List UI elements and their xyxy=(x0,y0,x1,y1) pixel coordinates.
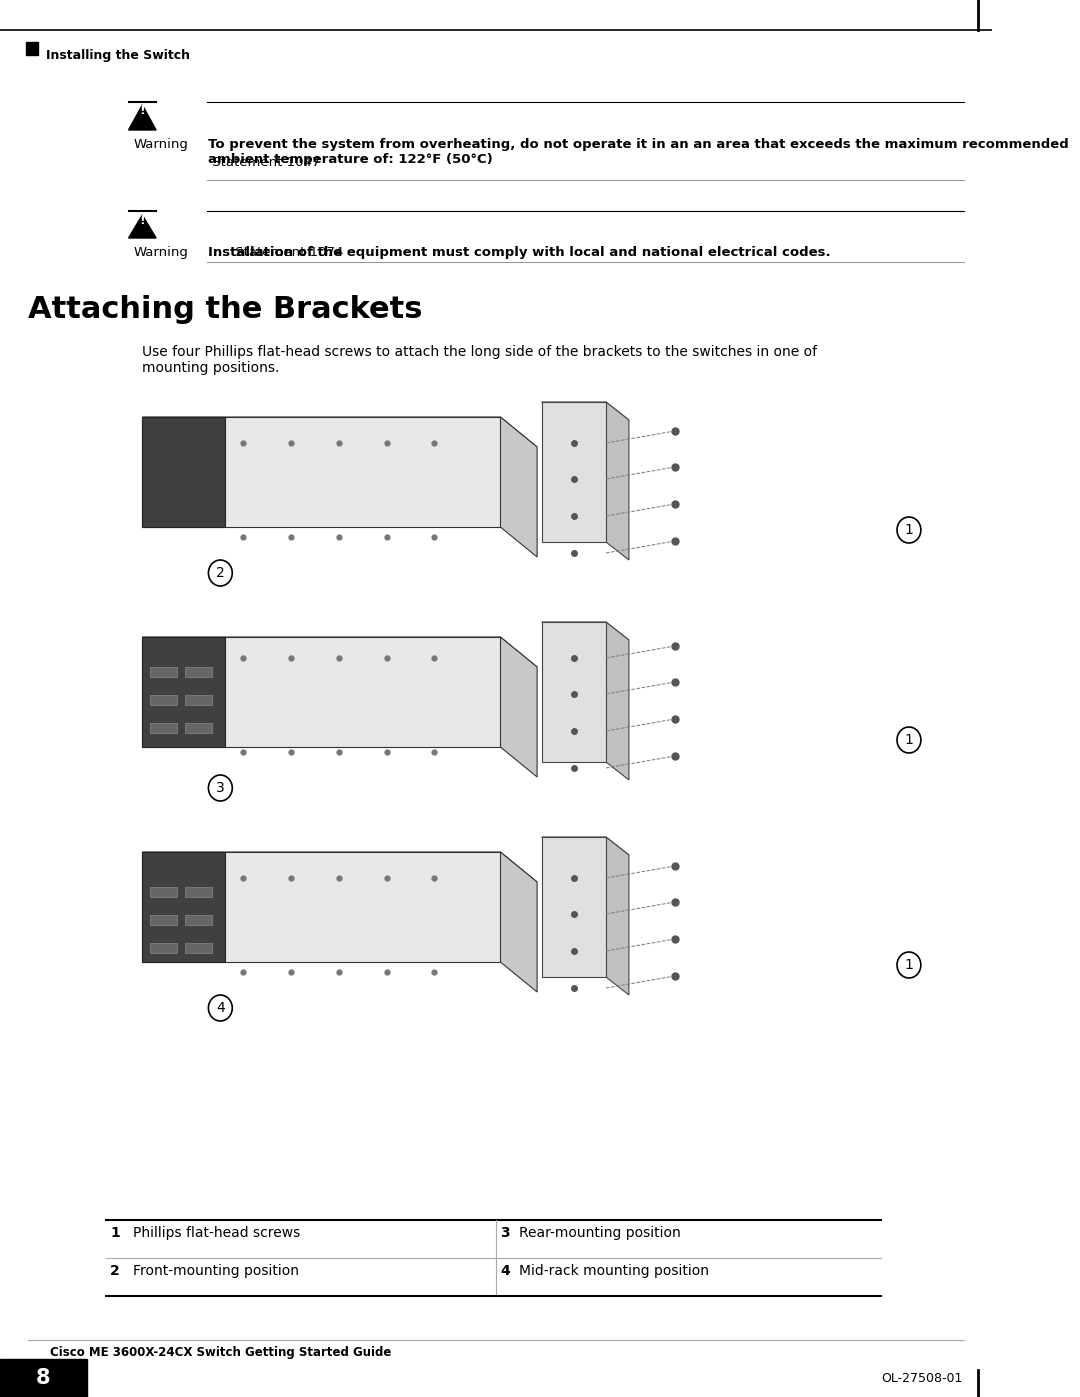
Polygon shape xyxy=(542,837,606,977)
Circle shape xyxy=(208,560,232,585)
Polygon shape xyxy=(143,852,537,882)
Bar xyxy=(150,694,177,705)
Polygon shape xyxy=(129,105,157,130)
Text: Rear-mounting position: Rear-mounting position xyxy=(518,1227,680,1241)
Bar xyxy=(185,915,212,925)
Text: To prevent the system from overheating, do not operate it in an an area that exc: To prevent the system from overheating, … xyxy=(208,138,1069,166)
Polygon shape xyxy=(129,215,157,237)
Circle shape xyxy=(897,517,921,543)
Text: Warning: Warning xyxy=(133,138,188,151)
Text: Warning: Warning xyxy=(133,246,188,258)
Text: 1: 1 xyxy=(110,1227,120,1241)
Bar xyxy=(0,1359,87,1397)
Bar xyxy=(185,666,212,678)
Bar xyxy=(150,453,177,462)
Bar xyxy=(185,887,212,897)
Bar xyxy=(150,509,177,518)
Bar xyxy=(26,42,38,54)
Text: 8: 8 xyxy=(36,1368,51,1389)
Polygon shape xyxy=(542,837,629,855)
Text: 4: 4 xyxy=(500,1264,510,1278)
Bar xyxy=(150,915,177,925)
Polygon shape xyxy=(606,402,629,560)
Bar xyxy=(185,724,212,733)
Text: 4: 4 xyxy=(216,1002,225,1016)
Bar xyxy=(185,453,212,462)
Text: OL-27508-01: OL-27508-01 xyxy=(881,1372,962,1384)
Polygon shape xyxy=(542,622,629,640)
Bar xyxy=(150,887,177,897)
Bar xyxy=(150,943,177,953)
Text: Attaching the Brackets: Attaching the Brackets xyxy=(28,295,422,324)
Circle shape xyxy=(208,775,232,800)
Bar xyxy=(185,694,212,705)
Polygon shape xyxy=(606,837,629,995)
Polygon shape xyxy=(500,416,537,557)
Bar xyxy=(185,481,212,490)
Text: Installing the Switch: Installing the Switch xyxy=(46,49,190,61)
Circle shape xyxy=(897,951,921,978)
Text: Front-mounting position: Front-mounting position xyxy=(133,1264,299,1278)
Text: Statement 1074: Statement 1074 xyxy=(231,246,343,258)
Text: Statement 1047: Statement 1047 xyxy=(208,156,321,169)
Polygon shape xyxy=(143,637,537,666)
Polygon shape xyxy=(143,852,500,963)
Polygon shape xyxy=(542,402,606,542)
Text: 2: 2 xyxy=(110,1264,120,1278)
Bar xyxy=(150,481,177,490)
Bar xyxy=(28,1363,41,1377)
Text: 2: 2 xyxy=(216,566,225,580)
Polygon shape xyxy=(143,637,500,747)
Polygon shape xyxy=(143,416,500,527)
Text: Phillips flat-head screws: Phillips flat-head screws xyxy=(133,1227,300,1241)
Polygon shape xyxy=(143,416,225,527)
Circle shape xyxy=(897,726,921,753)
Text: Use four Phillips flat-head screws to attach the long side of the brackets to th: Use four Phillips flat-head screws to at… xyxy=(143,345,818,376)
Polygon shape xyxy=(143,416,537,447)
Text: Cisco ME 3600X-24CX Switch Getting Started Guide: Cisco ME 3600X-24CX Switch Getting Start… xyxy=(51,1345,392,1359)
Polygon shape xyxy=(542,622,606,761)
Polygon shape xyxy=(143,637,225,747)
Text: 3: 3 xyxy=(216,781,225,795)
Circle shape xyxy=(208,995,232,1021)
Text: Mid-rack mounting position: Mid-rack mounting position xyxy=(518,1264,708,1278)
Polygon shape xyxy=(606,622,629,780)
Text: !: ! xyxy=(139,105,145,117)
Polygon shape xyxy=(143,852,225,963)
Bar xyxy=(150,666,177,678)
Text: Installation of the equipment must comply with local and national electrical cod: Installation of the equipment must compl… xyxy=(208,246,831,258)
Text: 1: 1 xyxy=(905,733,914,747)
Polygon shape xyxy=(500,637,537,777)
Text: 1: 1 xyxy=(905,958,914,972)
Polygon shape xyxy=(542,402,629,420)
Bar xyxy=(150,724,177,733)
Text: 3: 3 xyxy=(500,1227,510,1241)
Text: 1: 1 xyxy=(905,522,914,536)
Text: !: ! xyxy=(139,215,145,228)
Polygon shape xyxy=(500,852,537,992)
Bar xyxy=(185,943,212,953)
Bar xyxy=(185,509,212,518)
